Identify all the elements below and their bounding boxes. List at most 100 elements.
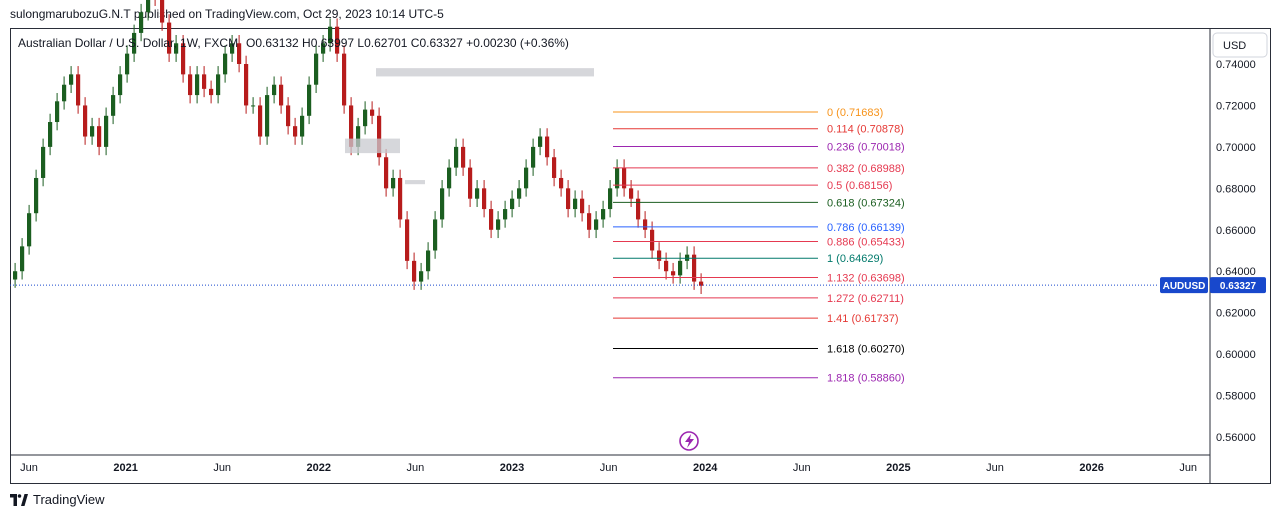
fib-level-label: 0.786 (0.66139) — [827, 222, 905, 234]
candle — [405, 211, 410, 270]
fib-level[interactable]: 0.886 (0.65433) — [613, 237, 905, 249]
candle — [209, 80, 214, 104]
x-tick-label: 2026 — [1079, 462, 1103, 474]
x-tick-label: Jun — [213, 462, 231, 474]
fib-level[interactable]: 1 (0.64629) — [613, 253, 883, 265]
candle — [154, 0, 156, 6]
published-header: sulongmarubozuG.N.T published on Trading… — [10, 7, 444, 21]
y-tick-label: 0.60000 — [1216, 349, 1256, 361]
fib-level-label: 0.236 (0.70018) — [827, 142, 905, 154]
candle — [433, 211, 438, 259]
x-tick-label: 2022 — [307, 462, 331, 474]
candle — [545, 128, 550, 166]
fib-level[interactable]: 1.41 (0.61737) — [613, 313, 899, 325]
candle — [90, 117, 95, 145]
candle — [419, 262, 424, 290]
candle — [167, 14, 172, 62]
fib-level-label: 1.618 (0.60270) — [827, 344, 905, 356]
candle — [524, 159, 529, 197]
candle — [622, 159, 627, 197]
candle — [377, 107, 382, 166]
candle — [468, 159, 473, 207]
candle — [97, 117, 102, 156]
candle — [412, 252, 417, 290]
footer-brand: TradingView — [33, 492, 105, 507]
candle — [398, 169, 403, 228]
fib-level-label: 0 (0.71683) — [827, 107, 883, 119]
candle — [279, 76, 284, 114]
candle — [538, 128, 543, 156]
candle — [370, 101, 375, 125]
fib-level[interactable]: 0.618 (0.67324) — [613, 197, 905, 209]
candle — [510, 190, 515, 218]
chart-frame[interactable] — [10, 28, 1271, 484]
candle — [559, 169, 564, 197]
candle — [307, 76, 312, 125]
zones-layer — [345, 68, 594, 185]
candle — [83, 97, 88, 145]
price-zone[interactable] — [405, 180, 425, 185]
lightning-icon[interactable] — [679, 431, 699, 451]
candle — [202, 66, 207, 98]
candle — [447, 159, 452, 197]
x-tick-label: Jun — [20, 462, 38, 474]
fib-level[interactable]: 1.272 (0.62711) — [613, 293, 904, 305]
fib-level[interactable]: 1.132 (0.63698) — [613, 272, 905, 284]
fib-level[interactable]: 0.114 (0.70878) — [613, 124, 904, 136]
price-zone[interactable] — [376, 68, 594, 77]
currency-button[interactable]: USD — [1212, 32, 1268, 58]
y-axis: 0.74000 0.72000 0.70000 0.68000 0.66000 0.640… — [1216, 59, 1256, 444]
candle — [601, 200, 606, 228]
candle — [286, 97, 291, 135]
tradingview-logo-icon — [10, 493, 28, 506]
y-tick-label: 0.66000 — [1216, 225, 1256, 237]
candle — [41, 138, 46, 187]
candle — [314, 45, 319, 94]
candle — [188, 66, 193, 104]
candle — [384, 148, 389, 197]
candle — [125, 45, 130, 83]
fib-level[interactable]: 0.382 (0.68988) — [613, 163, 905, 175]
candle — [363, 101, 368, 135]
candle — [664, 252, 669, 280]
candle — [552, 148, 557, 187]
candle — [69, 66, 74, 94]
candle — [650, 221, 655, 259]
candle — [671, 262, 676, 284]
x-tick-label: 2021 — [113, 462, 137, 474]
fib-level[interactable]: 0.786 (0.66139) — [613, 222, 905, 234]
y-tick-label: 0.62000 — [1216, 308, 1256, 320]
fib-level[interactable]: 0.236 (0.70018) — [613, 142, 905, 154]
candle — [531, 138, 536, 176]
fib-level[interactable]: 0.5 (0.68156) — [613, 180, 892, 192]
candle — [76, 66, 81, 114]
x-tick-label: 2023 — [500, 462, 524, 474]
candle — [160, 0, 165, 31]
candle — [216, 66, 221, 104]
y-tick-label: 0.56000 — [1216, 432, 1256, 444]
candle — [223, 45, 228, 83]
candles-layer — [13, 0, 704, 295]
footer: TradingView — [10, 492, 105, 507]
candle — [573, 190, 578, 218]
fib-level[interactable]: 1.818 (0.58860) — [613, 373, 905, 385]
candle — [265, 86, 270, 145]
fib-level[interactable]: 1.618 (0.60270) — [613, 344, 905, 356]
candle — [13, 262, 18, 288]
fib-level[interactable]: 0 (0.71683) — [613, 107, 883, 119]
fib-level-label: 1.272 (0.62711) — [827, 293, 904, 305]
price-zone[interactable] — [345, 138, 400, 154]
candle — [300, 107, 305, 145]
fib-level-label: 1.41 (0.61737) — [827, 313, 899, 325]
price-tag-value: 0.63327 — [1220, 281, 1257, 292]
fib-level-label: 0.382 (0.68988) — [827, 163, 905, 175]
candlestick-chart[interactable]: 0 (0.71683) 0.114 (0.70878) 0.236 (0.70018… — [0, 0, 1281, 490]
candle — [258, 97, 263, 145]
candle — [230, 34, 235, 62]
fib-level-label: 1.132 (0.63698) — [827, 272, 905, 284]
x-tick-label: Jun — [986, 462, 1004, 474]
candle — [608, 180, 613, 218]
fib-levels-layer: 0 (0.71683) 0.114 (0.70878) 0.236 (0.70018… — [613, 107, 905, 385]
candle — [440, 180, 445, 228]
x-tick-label: Jun — [600, 462, 618, 474]
